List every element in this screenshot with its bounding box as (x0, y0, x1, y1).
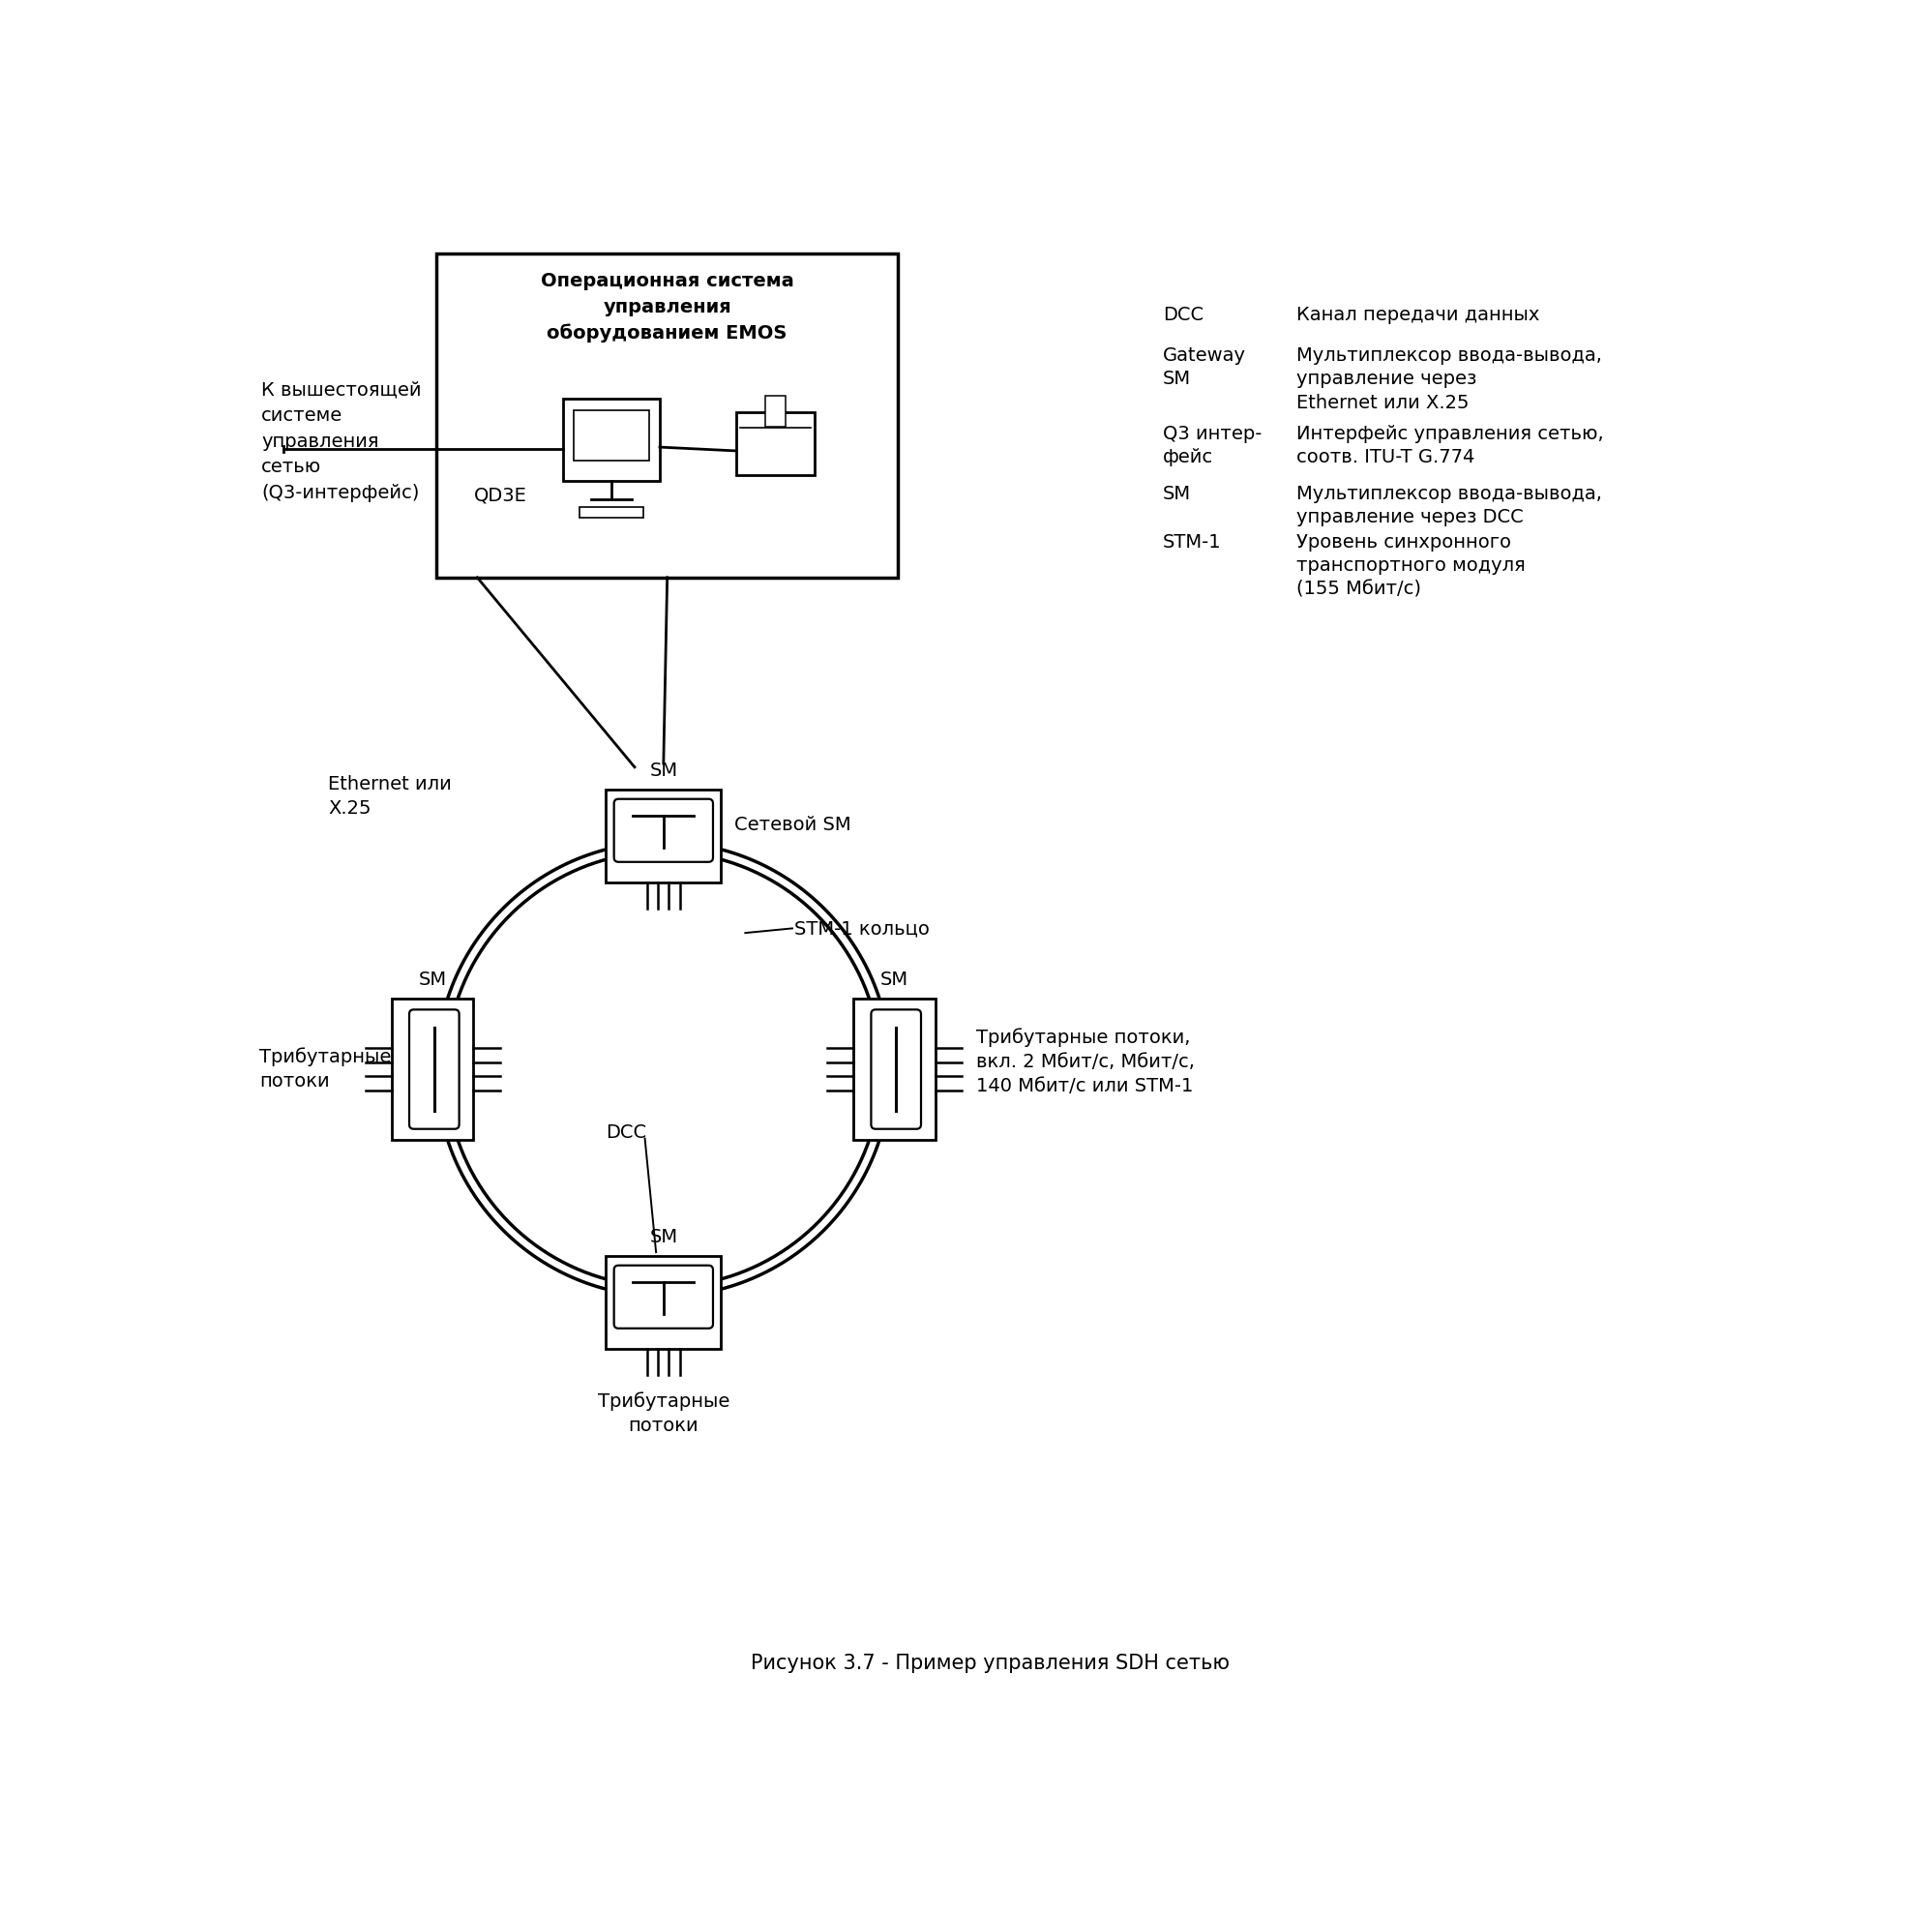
FancyBboxPatch shape (614, 1264, 713, 1328)
Text: Операционная система
управления
оборудованием EMOS: Операционная система управления оборудов… (541, 272, 794, 342)
Text: Канал передачи данных: Канал передачи данных (1296, 306, 1540, 323)
Text: QD3E: QD3E (473, 486, 527, 505)
Text: Ethernet или
X.25: Ethernet или X.25 (328, 775, 452, 817)
FancyBboxPatch shape (574, 409, 649, 461)
Text: Уровень синхронного
транспортного модуля
(155 Мбит/с): Уровень синхронного транспортного модуля… (1296, 534, 1526, 599)
FancyBboxPatch shape (614, 800, 713, 863)
FancyBboxPatch shape (736, 411, 815, 474)
FancyBboxPatch shape (871, 1010, 922, 1129)
Text: DCC: DCC (1163, 306, 1204, 323)
Text: SM: SM (1163, 484, 1190, 503)
FancyBboxPatch shape (410, 1010, 460, 1129)
FancyBboxPatch shape (580, 507, 643, 518)
FancyBboxPatch shape (607, 790, 721, 882)
FancyBboxPatch shape (854, 999, 935, 1140)
Text: Мультиплексор ввода-вывода,
управление через
Ethernet или X.25: Мультиплексор ввода-вывода, управление ч… (1296, 346, 1602, 411)
Text: SM: SM (881, 970, 908, 989)
Text: STM-1: STM-1 (1163, 534, 1221, 551)
Text: Мультиплексор ввода-вывода,
управление через DCC: Мультиплексор ввода-вывода, управление ч… (1296, 484, 1602, 526)
Text: Трибутарные
потоки: Трибутарные потоки (259, 1048, 392, 1090)
Text: Gateway
SM: Gateway SM (1163, 346, 1246, 388)
FancyBboxPatch shape (765, 396, 786, 427)
Text: Трибутарные потоки,
вкл. 2 Мбит/с, Мбит/с,
140 Мбит/с или STM-1: Трибутарные потоки, вкл. 2 Мбит/с, Мбит/… (976, 1027, 1196, 1096)
Text: Q3 интер-
фейс: Q3 интер- фейс (1163, 425, 1262, 467)
Text: Интерфейс управления сетью,
соотв. ITU-T G.774: Интерфейс управления сетью, соотв. ITU-T… (1296, 425, 1604, 467)
Text: К вышестоящей
системе
управления
сетью
(Q3-интерфейс): К вышестоящей системе управления сетью (… (261, 381, 421, 501)
Text: DCC: DCC (607, 1123, 647, 1142)
Text: STM-1 кольцо: STM-1 кольцо (794, 918, 929, 937)
Text: Сетевой SM: Сетевой SM (734, 815, 852, 834)
FancyBboxPatch shape (437, 253, 898, 578)
FancyBboxPatch shape (607, 1257, 721, 1349)
Text: SM: SM (649, 1228, 678, 1245)
FancyBboxPatch shape (562, 398, 659, 480)
FancyBboxPatch shape (392, 999, 473, 1140)
Text: Трибутарные
потоки: Трибутарные потоки (597, 1391, 730, 1435)
Text: SM: SM (419, 970, 446, 989)
Text: SM: SM (649, 761, 678, 781)
Text: Рисунок 3.7 - Пример управления SDH сетью: Рисунок 3.7 - Пример управления SDH сеть… (752, 1655, 1229, 1674)
